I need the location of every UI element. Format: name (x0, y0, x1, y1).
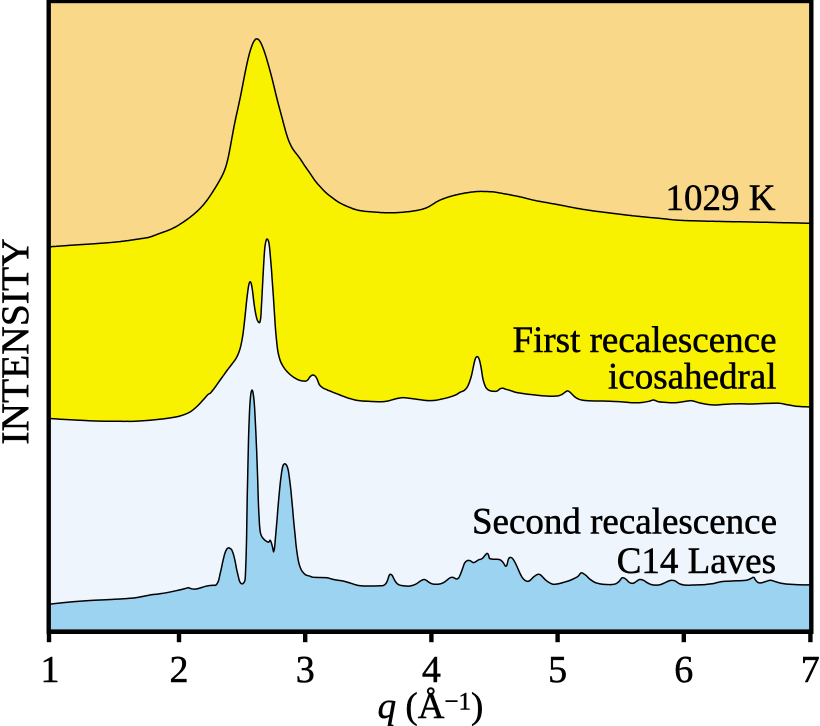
svg-text:4: 4 (422, 649, 441, 691)
svg-text:INTENSITY: INTENSITY (0, 238, 37, 444)
svg-text:6: 6 (674, 649, 693, 691)
svg-text:3: 3 (296, 649, 315, 691)
svg-text:1029 K: 1029 K (666, 178, 776, 219)
svg-text:5: 5 (548, 649, 567, 691)
svg-text:icosahedral: icosahedral (608, 357, 776, 398)
svg-text:Second recalescence: Second recalescence (472, 502, 777, 543)
svg-text:C14 Laves: C14 Laves (617, 541, 776, 582)
svg-text:7: 7 (801, 649, 820, 691)
svg-text:First recalescence: First recalescence (513, 320, 777, 361)
svg-text:2: 2 (170, 649, 189, 691)
svg-text:1: 1 (41, 649, 60, 691)
